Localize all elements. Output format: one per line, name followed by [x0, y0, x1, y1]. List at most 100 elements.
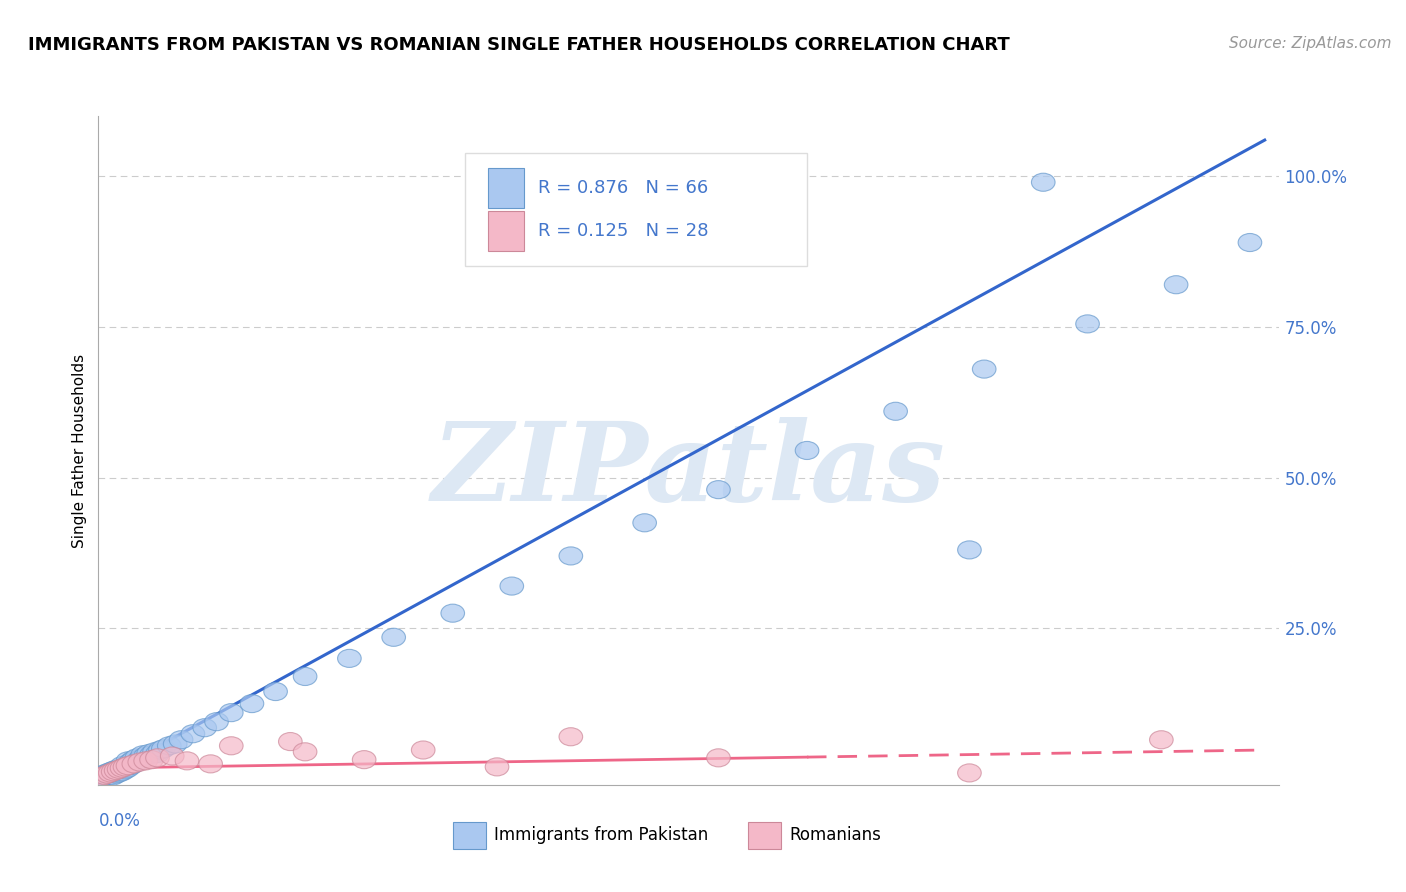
Text: 0.0%: 0.0% — [98, 812, 141, 830]
Ellipse shape — [884, 402, 907, 420]
Text: ZIPatlas: ZIPatlas — [432, 417, 946, 524]
Ellipse shape — [143, 743, 166, 761]
Ellipse shape — [122, 755, 146, 772]
Ellipse shape — [104, 765, 128, 783]
Text: Source: ZipAtlas.com: Source: ZipAtlas.com — [1229, 36, 1392, 51]
Ellipse shape — [633, 514, 657, 532]
Ellipse shape — [110, 759, 134, 777]
Ellipse shape — [117, 755, 139, 772]
Text: Romanians: Romanians — [789, 826, 882, 844]
Ellipse shape — [157, 737, 181, 755]
Ellipse shape — [139, 750, 163, 769]
Ellipse shape — [101, 764, 125, 782]
Ellipse shape — [101, 762, 125, 780]
Ellipse shape — [136, 745, 160, 763]
Ellipse shape — [93, 766, 117, 784]
Ellipse shape — [104, 763, 128, 780]
FancyBboxPatch shape — [464, 153, 807, 267]
Ellipse shape — [796, 442, 818, 459]
Ellipse shape — [278, 732, 302, 750]
Ellipse shape — [412, 741, 434, 759]
Ellipse shape — [1164, 276, 1188, 293]
Ellipse shape — [169, 731, 193, 748]
Ellipse shape — [128, 750, 152, 769]
Ellipse shape — [181, 724, 205, 743]
Ellipse shape — [382, 628, 405, 647]
Ellipse shape — [957, 764, 981, 782]
Ellipse shape — [101, 763, 125, 780]
Ellipse shape — [219, 704, 243, 722]
Bar — [488, 211, 523, 252]
Ellipse shape — [98, 766, 122, 784]
Text: Immigrants from Pakistan: Immigrants from Pakistan — [494, 826, 709, 844]
Ellipse shape — [128, 753, 152, 771]
Ellipse shape — [90, 767, 114, 786]
Ellipse shape — [101, 767, 125, 785]
Ellipse shape — [1032, 173, 1054, 191]
Ellipse shape — [176, 752, 198, 770]
Ellipse shape — [110, 759, 134, 777]
Ellipse shape — [120, 756, 143, 775]
Ellipse shape — [104, 762, 128, 780]
Ellipse shape — [160, 747, 184, 765]
Ellipse shape — [146, 745, 169, 763]
Ellipse shape — [139, 746, 163, 764]
Bar — [453, 822, 486, 848]
Ellipse shape — [122, 755, 146, 772]
Ellipse shape — [134, 747, 157, 765]
Ellipse shape — [264, 682, 287, 700]
Ellipse shape — [485, 758, 509, 776]
Ellipse shape — [125, 753, 149, 771]
Ellipse shape — [146, 748, 169, 767]
Ellipse shape — [117, 752, 139, 770]
Bar — [748, 822, 782, 848]
Ellipse shape — [1150, 731, 1173, 748]
Ellipse shape — [501, 577, 523, 595]
Ellipse shape — [110, 756, 134, 775]
Y-axis label: Single Father Households: Single Father Households — [72, 353, 87, 548]
Ellipse shape — [198, 755, 222, 772]
Ellipse shape — [294, 743, 316, 761]
Ellipse shape — [149, 741, 173, 759]
Bar — [488, 169, 523, 209]
Ellipse shape — [96, 767, 120, 786]
Ellipse shape — [117, 756, 139, 775]
Ellipse shape — [110, 763, 134, 780]
Ellipse shape — [114, 761, 136, 779]
Ellipse shape — [93, 765, 117, 783]
Ellipse shape — [707, 481, 730, 499]
Ellipse shape — [107, 760, 131, 779]
Ellipse shape — [1076, 315, 1099, 333]
Ellipse shape — [560, 547, 582, 565]
Ellipse shape — [120, 753, 143, 771]
Ellipse shape — [973, 360, 995, 378]
Ellipse shape — [957, 541, 981, 559]
Ellipse shape — [134, 752, 157, 770]
Ellipse shape — [125, 748, 149, 767]
Ellipse shape — [122, 750, 146, 769]
Ellipse shape — [98, 763, 122, 780]
Ellipse shape — [560, 728, 582, 746]
Ellipse shape — [98, 764, 122, 782]
Ellipse shape — [90, 767, 114, 785]
Text: R = 0.125   N = 28: R = 0.125 N = 28 — [537, 222, 709, 240]
Ellipse shape — [193, 719, 217, 737]
Ellipse shape — [205, 713, 228, 731]
Ellipse shape — [90, 769, 114, 787]
Ellipse shape — [107, 761, 131, 779]
Ellipse shape — [93, 768, 117, 786]
Ellipse shape — [131, 748, 155, 767]
Ellipse shape — [152, 739, 176, 758]
Ellipse shape — [107, 764, 131, 782]
Ellipse shape — [131, 746, 155, 764]
Text: R = 0.876   N = 66: R = 0.876 N = 66 — [537, 179, 709, 197]
Ellipse shape — [96, 764, 120, 782]
Ellipse shape — [337, 649, 361, 667]
Ellipse shape — [219, 737, 243, 755]
Ellipse shape — [163, 735, 187, 753]
Ellipse shape — [707, 748, 730, 767]
Ellipse shape — [294, 667, 316, 686]
Ellipse shape — [1239, 234, 1261, 252]
Text: IMMIGRANTS FROM PAKISTAN VS ROMANIAN SINGLE FATHER HOUSEHOLDS CORRELATION CHART: IMMIGRANTS FROM PAKISTAN VS ROMANIAN SIN… — [28, 36, 1010, 54]
Ellipse shape — [114, 758, 136, 776]
